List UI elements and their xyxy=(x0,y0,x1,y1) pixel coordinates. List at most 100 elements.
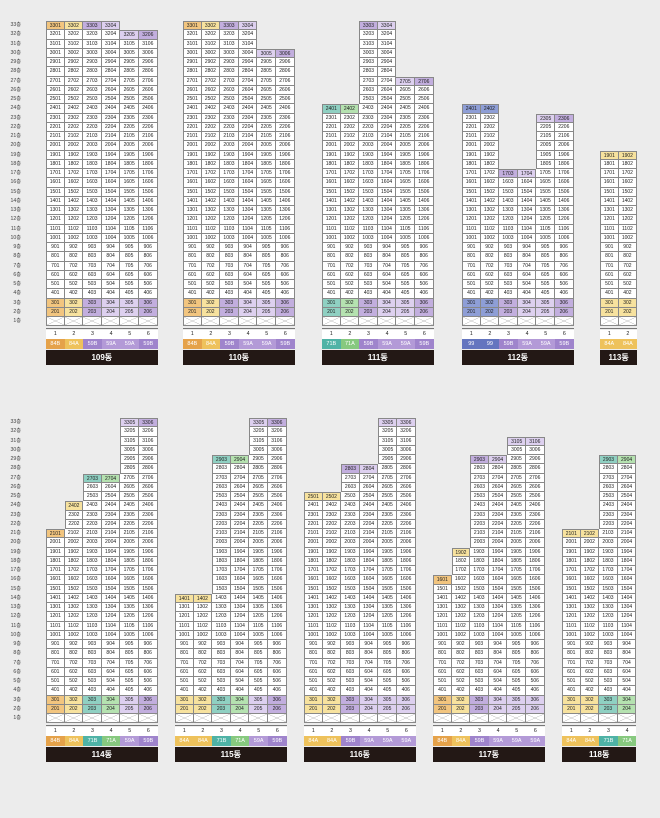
unit-cell: 1804 xyxy=(230,556,250,566)
unit-cell: 2704 xyxy=(101,473,121,483)
unit-cell: 1305 xyxy=(536,206,555,216)
unit-cell: 2506 xyxy=(276,95,295,105)
unit-cell: 2705 xyxy=(120,473,139,483)
unit-cell: 3101 xyxy=(46,39,65,49)
unit-cell: 1006 xyxy=(555,233,574,243)
unit-cell: 2301 xyxy=(462,113,481,123)
unit-cell: 302 xyxy=(480,298,500,308)
unit-cell: 1505 xyxy=(507,584,526,594)
building-name-bar: 115동 xyxy=(175,747,287,763)
unit-cell: 704 xyxy=(238,261,258,271)
floor-label: 16층 xyxy=(10,179,21,186)
unit-cell: 1802 xyxy=(322,556,342,566)
unit-cell: 2406 xyxy=(526,501,545,511)
unit-cell: 2102 xyxy=(480,132,500,142)
unit-cell: 2303 xyxy=(599,510,618,520)
unit-cell: 2803 xyxy=(599,464,618,474)
unit-cell: 2001 xyxy=(46,538,65,548)
unit-cell: 1301 xyxy=(462,206,481,216)
unit-cell: 2502 xyxy=(64,95,84,105)
unit-cell: 605 xyxy=(120,667,139,677)
line-number: 1 xyxy=(433,727,452,737)
unit-cell: 1004 xyxy=(517,233,537,243)
unit-cell: 1202 xyxy=(64,612,84,622)
unit-cell: 2703 xyxy=(220,76,239,86)
unit-cell: 204 xyxy=(101,307,121,317)
unit-cell: 701 xyxy=(46,658,65,668)
unit-cell: 903 xyxy=(83,243,102,253)
unit-type-label: 84A xyxy=(304,736,323,747)
unit-cell: 604 xyxy=(617,667,637,677)
unit-cell: 1501 xyxy=(600,187,619,197)
unit-cell: 1705 xyxy=(507,566,526,576)
footer-divider xyxy=(46,725,158,727)
unit-cell: 901 xyxy=(183,243,202,253)
unit-cell: 3302 xyxy=(201,21,221,31)
unit-cell: 1903 xyxy=(212,547,231,557)
unit-cell: 305 xyxy=(536,298,555,308)
unit-cell: 3301 xyxy=(46,21,65,31)
piloti-cell xyxy=(268,714,287,724)
unit-cell: 804 xyxy=(101,649,121,659)
unit-cell: 1401 xyxy=(600,196,619,206)
unit-cell: 1705 xyxy=(249,566,268,576)
unit-cell: 401 xyxy=(304,686,323,696)
unit-cell: 1602 xyxy=(322,575,342,585)
unit-cell: 205 xyxy=(396,307,415,317)
unit-cell: 204 xyxy=(617,704,637,714)
unit-cell: 1405 xyxy=(120,196,139,206)
unit-cell: 1605 xyxy=(396,178,415,188)
unit-cell: 701 xyxy=(562,658,581,668)
unit-cell: 704 xyxy=(230,658,250,668)
unit-cell: 1206 xyxy=(526,612,545,622)
unit-type-label: 84A xyxy=(451,736,471,747)
unit-cell: 502 xyxy=(201,280,221,290)
unit-cell: 806 xyxy=(526,649,545,659)
unit-cell: 3004 xyxy=(101,48,121,58)
unit-cell: 2702 xyxy=(201,76,221,86)
unit-type-label: 84B xyxy=(46,339,65,350)
unit-cell: 1302 xyxy=(201,206,221,216)
unit-cell: 2102 xyxy=(201,132,221,142)
unit-cell: 2804 xyxy=(488,464,508,474)
piloti-cell xyxy=(201,317,221,327)
unit-cell: 1204 xyxy=(101,215,121,225)
unit-cell: 1305 xyxy=(507,603,526,613)
unit-cell: 2706 xyxy=(268,473,287,483)
unit-cell: 1903 xyxy=(470,547,489,557)
unit-cell: 706 xyxy=(139,261,158,271)
unit-cell: 2403 xyxy=(220,104,239,114)
unit-cell: 1402 xyxy=(193,593,213,603)
unit-cell: 2704 xyxy=(238,76,258,86)
unit-cell: 1206 xyxy=(268,612,287,622)
unit-cell: 1905 xyxy=(536,150,555,160)
floor-label-column: 33층 32층 31층 30층 29층 28층 27층 26층 25층 24층 23층 22층 21층 2… xyxy=(3,21,23,326)
unit-cell: 2202 xyxy=(480,122,500,132)
unit-cell: 2003 xyxy=(83,538,102,548)
unit-cell: 3105 xyxy=(120,436,139,446)
unit-cell: 2304 xyxy=(377,113,397,123)
unit-cell: 1603 xyxy=(599,575,618,585)
unit-cell: 1805 xyxy=(120,159,139,169)
unit-cell: 1802 xyxy=(64,159,84,169)
line-number: 4 xyxy=(238,330,258,340)
unit-cell: 2101 xyxy=(46,132,65,142)
unit-cell: 1601 xyxy=(46,575,65,585)
unit-cell: 2404 xyxy=(377,104,397,114)
unit-cell: 406 xyxy=(415,289,434,299)
unit-cell: 1502 xyxy=(580,584,600,594)
unit-cell: 1903 xyxy=(83,547,102,557)
unit-cell: 2603 xyxy=(359,85,378,95)
unit-cell: 1802 xyxy=(64,556,84,566)
floor-label: 5층 xyxy=(13,281,21,287)
floor-label: 23층 xyxy=(10,511,21,518)
unit-cell: 906 xyxy=(139,640,158,650)
unit-cell: 1402 xyxy=(618,196,638,206)
unit-cell: 1304 xyxy=(488,603,508,613)
unit-cell: 1006 xyxy=(415,233,434,243)
unit-cell: 2203 xyxy=(83,122,102,132)
unit-cell: 406 xyxy=(276,289,295,299)
unit-cell: 2104 xyxy=(359,529,379,539)
unit-cell: 1603 xyxy=(470,575,489,585)
unit-cell: 3205 xyxy=(249,427,268,437)
